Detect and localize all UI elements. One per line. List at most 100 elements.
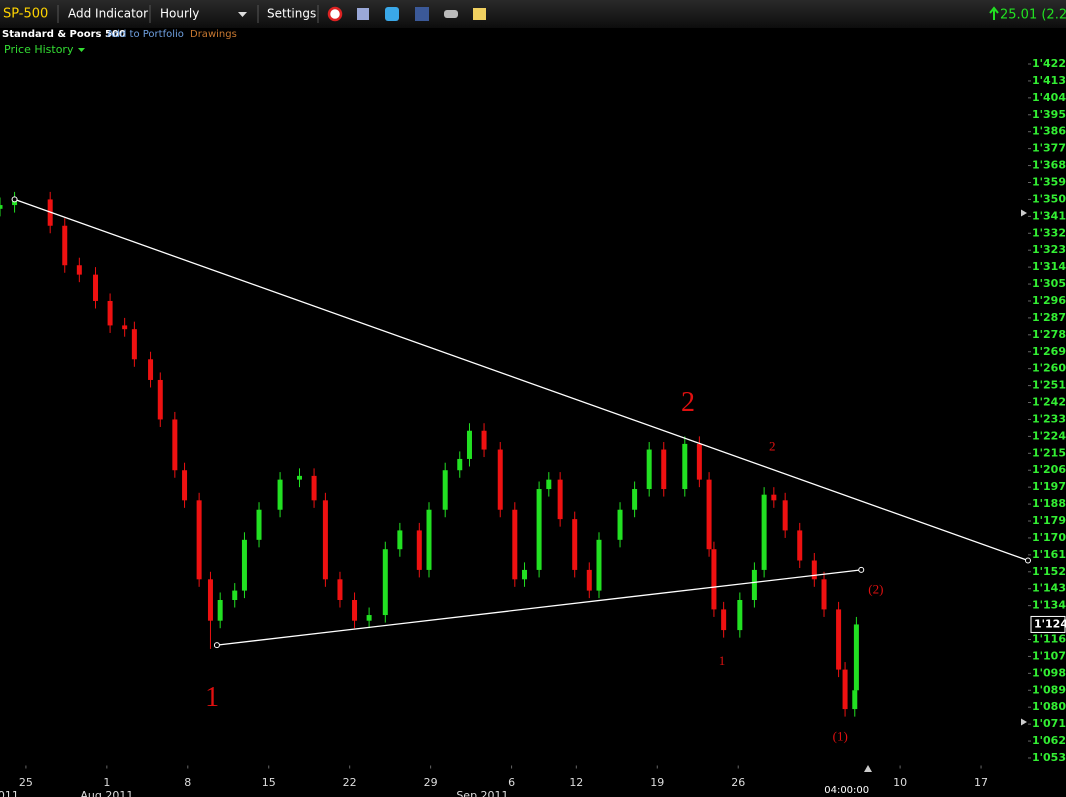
candle-body <box>232 590 238 601</box>
candle-body <box>546 479 552 490</box>
candle-body <box>277 479 283 510</box>
view-icon[interactable] <box>444 10 458 18</box>
candle-body <box>536 489 542 570</box>
candle-body <box>737 600 743 631</box>
y-tick-label: 1'179. <box>1032 514 1066 527</box>
candle-body <box>853 624 859 691</box>
candle-body <box>842 669 848 710</box>
x-tick-label: 12 <box>569 776 583 789</box>
drawings[interactable]: Drawings <box>190 29 237 40</box>
layout-icon[interactable] <box>357 8 369 20</box>
candle-body <box>337 579 343 601</box>
y-tick-label: 1'332. <box>1032 226 1066 239</box>
candle-body <box>457 458 463 471</box>
candle-body <box>93 274 99 301</box>
scale-marker <box>1021 718 1027 726</box>
candle-body <box>572 519 578 570</box>
candle-body <box>426 509 432 570</box>
x-period-label: 2011 <box>0 789 19 797</box>
y-tick-label: 1'053. <box>1032 751 1066 764</box>
candle-body <box>481 430 487 450</box>
y-tick-label: 1'395. <box>1032 108 1066 121</box>
y-tick-label: 1'107. <box>1032 649 1066 662</box>
x-period-label: Aug 2011 <box>80 789 133 797</box>
cursor-time-label: 04:00:00 <box>824 785 869 796</box>
toolbar <box>0 0 1066 28</box>
panel-title[interactable]: Price History <box>4 43 74 56</box>
y-tick-label: 1'422. <box>1032 57 1066 70</box>
x-tick-label: 29 <box>424 776 438 789</box>
panel-menu-arrow[interactable] <box>78 48 85 52</box>
candle-body <box>296 475 302 480</box>
y-tick-label: 1'080. <box>1032 700 1066 713</box>
trendline <box>216 569 862 646</box>
wave-label: (2) <box>868 582 883 597</box>
y-tick-label: 1'233. <box>1032 412 1066 425</box>
current-price-label: 1'124 <box>1034 617 1066 630</box>
instrument-name: Standard & Poors 500 <box>2 29 126 40</box>
y-tick-label: 1'269. <box>1032 345 1066 358</box>
candle-body <box>646 449 652 490</box>
candle-body <box>721 609 727 631</box>
candle-body <box>322 500 328 580</box>
x-tick-label: 8 <box>184 776 191 789</box>
y-tick-label: 1'341. <box>1032 209 1066 222</box>
candle-body <box>706 479 712 550</box>
candle-body <box>782 500 788 531</box>
candle-body <box>711 549 717 610</box>
candle-body <box>172 419 178 471</box>
candle-body <box>416 530 422 570</box>
wave-label: 1 <box>719 653 726 668</box>
candle-body <box>497 449 503 510</box>
add-indicator[interactable]: Add Indicator <box>68 7 148 21</box>
change-arrow <box>989 6 999 20</box>
y-tick-label: 1'116. <box>1032 632 1066 645</box>
candle-body <box>0 205 3 209</box>
x-tick-label: 1 <box>103 776 110 789</box>
candle-body <box>617 509 623 540</box>
plot: 1'422. 1'413. 1'404. 1'395. 1'386. 1'377. 1'36… <box>0 57 1066 797</box>
y-tick-label: 1'287. <box>1032 311 1066 324</box>
candle-body <box>207 579 213 621</box>
y-tick-label: 1'188. <box>1032 497 1066 510</box>
candle-body <box>76 265 82 275</box>
candle-body <box>696 443 702 480</box>
candle-body <box>196 500 202 580</box>
candle-body <box>148 359 154 380</box>
y-tick-label: 1'350. <box>1032 192 1066 205</box>
y-tick-label: 1'368. <box>1032 159 1066 172</box>
candle-body <box>771 494 777 501</box>
wave-label: (1) <box>833 728 848 743</box>
trendline-anchor <box>858 566 865 573</box>
add-to-portfolio[interactable]: Add to Portfolio <box>107 29 184 40</box>
candle-body <box>852 690 858 710</box>
interval-select[interactable]: Hourly <box>160 7 199 21</box>
candle-body <box>62 225 68 266</box>
candle-body <box>512 509 518 580</box>
candle-body <box>157 379 163 420</box>
current-price-box <box>1030 615 1066 633</box>
note-icon[interactable] <box>473 8 486 20</box>
x-tick-label: 26 <box>731 776 745 789</box>
wave-label: 2 <box>769 439 776 454</box>
x-tick-label: 25 <box>19 776 33 789</box>
y-tick-label: 1'377. <box>1032 142 1066 155</box>
scroll-marker[interactable] <box>864 765 872 772</box>
x-tick-label: 15 <box>262 776 276 789</box>
y-tick-label: 1'161. <box>1032 548 1066 561</box>
twitter-icon[interactable] <box>385 7 399 21</box>
facebook-icon[interactable] <box>415 7 429 21</box>
candle-body <box>256 509 262 540</box>
trendline <box>14 198 1029 562</box>
x-tick-label: 10 <box>893 776 907 789</box>
settings[interactable]: Settings <box>267 7 316 21</box>
candle-body <box>131 329 137 360</box>
symbol[interactable]: SP-500 <box>3 7 48 22</box>
alarm-icon[interactable] <box>327 6 343 22</box>
candle-body <box>107 300 113 326</box>
dropdown-arrow[interactable] <box>238 12 247 17</box>
y-tick-label: 1'197. <box>1032 480 1066 493</box>
candle-body <box>557 479 563 520</box>
